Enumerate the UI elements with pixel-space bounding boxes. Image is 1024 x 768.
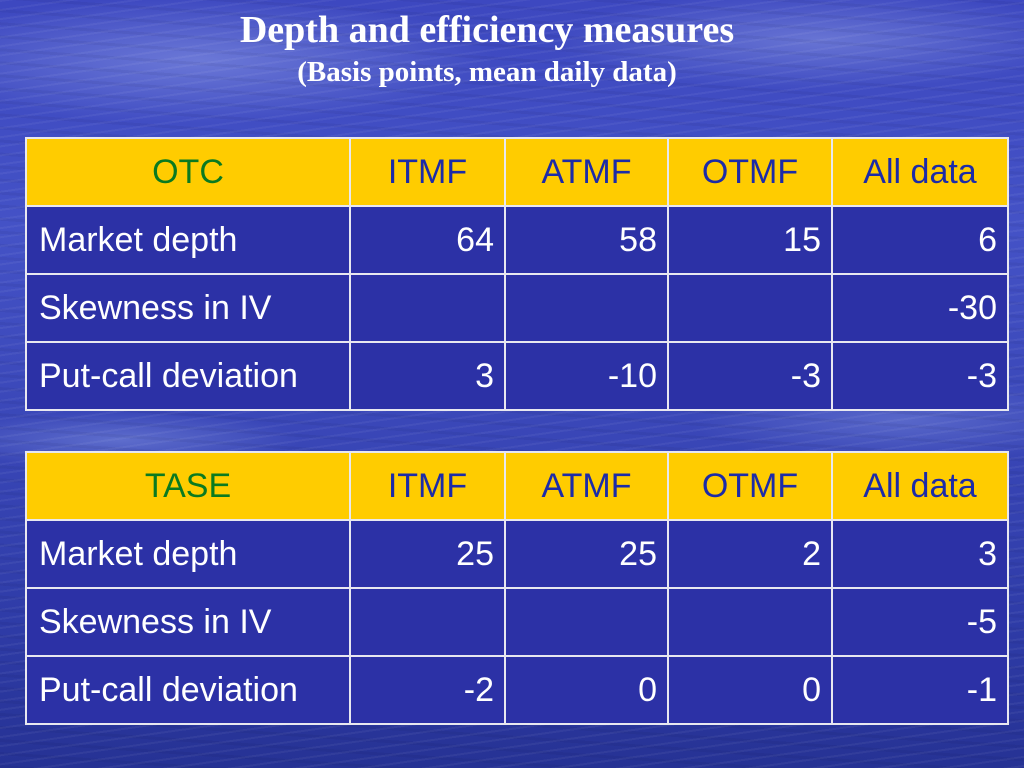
table-cell: [504, 587, 669, 657]
table-header-row: TASE ITMF ATMF OTMF All data: [25, 451, 1009, 521]
table-cell: [504, 273, 669, 343]
table-cell: -1: [831, 655, 1009, 725]
table-cell: 0: [504, 655, 669, 725]
table-cell: 3: [349, 341, 506, 411]
table-row: Put-call deviation 3 -10 -3 -3: [25, 341, 1009, 411]
table-row: Market depth 25 25 2 3: [25, 519, 1009, 589]
table-row: Market depth 64 58 15 6: [25, 205, 1009, 275]
title-block: Depth and efficiency measures (Basis poi…: [0, 6, 1024, 90]
slide-subtitle: (Basis points, mean daily data): [297, 56, 677, 88]
table-cell: [349, 587, 506, 657]
column-header-tase: TASE: [25, 451, 351, 521]
column-header-otc: OTC: [25, 137, 351, 207]
table-cell: -10: [504, 341, 669, 411]
tase-table: TASE ITMF ATMF OTMF All data Market dept…: [25, 451, 1009, 725]
column-header-atmf: ATMF: [504, 137, 669, 207]
table-cell: -3: [667, 341, 833, 411]
row-label-skewness-in-iv: Skewness in IV: [25, 587, 351, 657]
slide-title: Depth and efficiency measures: [239, 9, 735, 51]
row-label-market-depth: Market depth: [25, 205, 351, 275]
table-cell: -30: [831, 273, 1009, 343]
table-row: Skewness in IV -5: [25, 587, 1009, 657]
table-row: Put-call deviation -2 0 0 -1: [25, 655, 1009, 725]
table-cell: -3: [831, 341, 1009, 411]
table-cell: 15: [667, 205, 833, 275]
table-cell: 25: [504, 519, 669, 589]
table-cell: 0: [667, 655, 833, 725]
table-cell: 6: [831, 205, 1009, 275]
row-label-put-call-deviation: Put-call deviation: [25, 655, 351, 725]
column-header-all-data: All data: [831, 137, 1009, 207]
table-cell: 58: [504, 205, 669, 275]
otc-table: OTC ITMF ATMF OTMF All data Market depth…: [25, 137, 1009, 411]
table-row: Skewness in IV -30: [25, 273, 1009, 343]
column-header-all-data: All data: [831, 451, 1009, 521]
table-cell: [349, 273, 506, 343]
row-label-put-call-deviation: Put-call deviation: [25, 341, 351, 411]
column-header-atmf: ATMF: [504, 451, 669, 521]
column-header-itmf: ITMF: [349, 137, 506, 207]
table-cell: -5: [831, 587, 1009, 657]
row-label-skewness-in-iv: Skewness in IV: [25, 273, 351, 343]
table-cell: [667, 273, 833, 343]
table-cell: 3: [831, 519, 1009, 589]
table-cell: -2: [349, 655, 506, 725]
column-header-itmf: ITMF: [349, 451, 506, 521]
column-header-otmf: OTMF: [667, 137, 833, 207]
table-cell: 64: [349, 205, 506, 275]
table-cell: 2: [667, 519, 833, 589]
table-header-row: OTC ITMF ATMF OTMF All data: [25, 137, 1009, 207]
table-cell: 25: [349, 519, 506, 589]
table-cell: [667, 587, 833, 657]
row-label-market-depth: Market depth: [25, 519, 351, 589]
column-header-otmf: OTMF: [667, 451, 833, 521]
